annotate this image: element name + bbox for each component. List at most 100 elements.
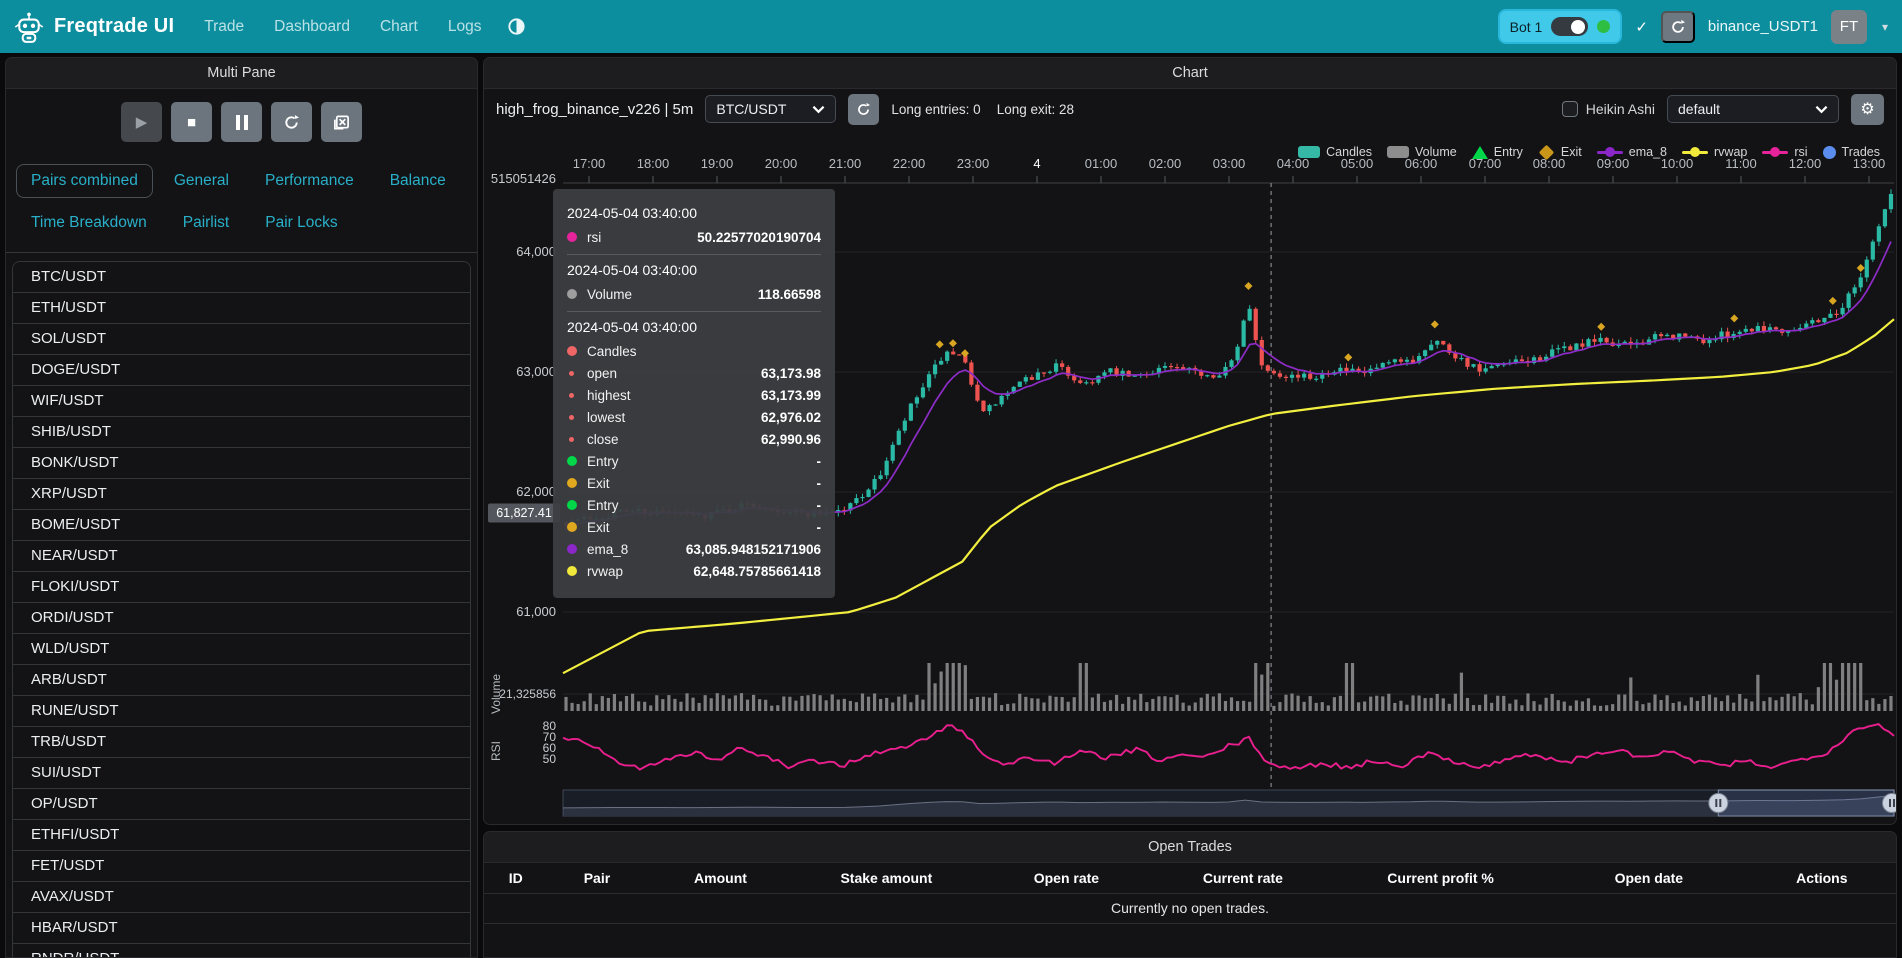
bot-enable-toggle[interactable] xyxy=(1551,17,1589,36)
tooltip-row: highest 63,173.99 xyxy=(567,384,821,406)
legend-item-rvwap[interactable]: rvwap xyxy=(1682,145,1747,159)
pair-list-item[interactable]: ARB/USDT xyxy=(13,665,470,696)
svg-text:11:00: 11:00 xyxy=(1725,156,1757,171)
pair-list-item[interactable]: SHIB/USDT xyxy=(13,417,470,448)
reload-config-button[interactable] xyxy=(271,102,312,142)
plot-config-select[interactable]: default xyxy=(1667,95,1839,123)
pause-button[interactable] xyxy=(221,102,262,142)
gear-icon: ⚙ xyxy=(1860,101,1875,118)
open-trades-header: Open Trades xyxy=(484,832,1896,863)
pair-list-item[interactable]: NEAR/USDT xyxy=(13,541,470,572)
legend-item-exit[interactable]: Exit xyxy=(1538,144,1582,160)
pair-list-item[interactable]: DOGE/USDT xyxy=(13,355,470,386)
pair-list-item[interactable]: BTC/USDT xyxy=(13,262,470,293)
svg-text:60: 60 xyxy=(543,741,557,755)
tooltip-row: rsi 50.22577020190704 xyxy=(567,226,821,248)
chevron-down-icon[interactable]: ▾ xyxy=(1881,19,1888,34)
legend-item-trades[interactable]: Trades xyxy=(1822,145,1880,159)
heikin-ashi-checkbox[interactable] xyxy=(1561,101,1578,117)
pair-list-item[interactable]: ETH/USDT xyxy=(13,293,470,324)
chart-refresh-button[interactable] xyxy=(848,93,880,125)
global-refresh-button[interactable] xyxy=(1660,10,1695,43)
theme-toggle-icon[interactable] xyxy=(507,17,526,36)
pair-list-item[interactable]: XRP/USDT xyxy=(13,479,470,510)
legend-item-volume[interactable]: Volume xyxy=(1387,145,1457,159)
navbar: Freqtrade UI Trade Dashboard Chart Logs Bot… xyxy=(0,0,1902,53)
svg-text:515051426: 515051426 xyxy=(491,171,556,186)
active-bot-name: binance_USDT1 xyxy=(1707,18,1818,35)
legend-item-rsi[interactable]: rsi xyxy=(1762,145,1808,159)
tooltip-date: 2024-05-04 03:40:00 xyxy=(567,319,697,335)
freqtrade-robot-logo-icon xyxy=(14,11,44,43)
pair-list-item[interactable]: WIF/USDT xyxy=(13,386,470,417)
tab-performance[interactable]: Performance xyxy=(264,172,354,189)
sidebar-tabs: Pairs combined General Performance Balance … xyxy=(6,154,477,253)
chart-legend: Candles Volume Entry Exit ema_8 rvwap rsi Trade… xyxy=(1298,144,1880,160)
heikin-ashi-label: Heikin Ashi xyxy=(1585,101,1655,117)
tab-general[interactable]: General xyxy=(173,172,229,189)
tab-pair-locks[interactable]: Pair Locks xyxy=(265,214,338,231)
legend-item-entry[interactable]: Entry xyxy=(1471,145,1523,159)
pair-list-item[interactable]: TRB/USDT xyxy=(13,727,470,758)
pair-list-item[interactable]: HBAR/USDT xyxy=(13,913,470,944)
column-header-open-rate: Open rate xyxy=(1033,870,1100,886)
legend-item-ema_8[interactable]: ema_8 xyxy=(1596,145,1667,159)
bot-selector-badge[interactable]: Bot 1 xyxy=(1497,9,1623,44)
tooltip-row: ema_8 63,085.948152171906 xyxy=(567,538,821,560)
pair-list-item[interactable]: BOME/USDT xyxy=(13,510,470,541)
no-open-trades-message: Currently no open trades. xyxy=(484,893,1896,924)
tooltip-row: open 63,173.98 xyxy=(567,362,821,384)
nav-item-dashboard[interactable]: Dashboard xyxy=(274,17,350,35)
main-nav: Trade Dashboard Chart Logs xyxy=(204,18,481,36)
pair-list-item[interactable]: ORDI/USDT xyxy=(13,603,470,634)
volume-marker-icon xyxy=(1387,146,1410,158)
legend-item-candles[interactable]: Candles xyxy=(1298,145,1372,159)
play-icon: ▶ xyxy=(135,114,148,131)
forget-chart-icon xyxy=(334,115,349,129)
pair-select[interactable]: BTC/USDT xyxy=(705,95,837,123)
svg-text:17:00: 17:00 xyxy=(573,156,606,171)
pair-list-item[interactable]: SOL/USDT xyxy=(13,324,470,355)
play-button[interactable]: ▶ xyxy=(121,102,162,142)
tooltip-section: 2024-05-04 03:40:00 Volume 118.66598 xyxy=(567,254,821,311)
column-header-current-rate: Current rate xyxy=(1202,870,1283,886)
pair-list-item[interactable]: FLOKI/USDT xyxy=(13,572,470,603)
right-column: Chart high_frog_binance_v226 | 5m BTC/US… xyxy=(483,57,1897,958)
pair-list-item[interactable]: FET/USDT xyxy=(13,851,470,882)
chart-body: Candles Volume Entry Exit ema_8 rvwap rsi Trade… xyxy=(484,129,1896,821)
column-header-actions: Actions xyxy=(1796,870,1848,886)
nav-item-logs[interactable]: Logs xyxy=(447,17,482,35)
chart-tooltip: 2024-05-04 03:40:00 rsi 50.22577020190704 2… xyxy=(553,189,835,598)
refresh-icon xyxy=(858,102,871,115)
pair-list-item[interactable]: RNDR/USDT xyxy=(13,944,470,957)
svg-text:01:00: 01:00 xyxy=(1085,156,1118,171)
brand: Freqtrade UI xyxy=(14,11,174,43)
pair-list-item[interactable]: OP/USDT xyxy=(13,789,470,820)
svg-text:13:00: 13:00 xyxy=(1853,156,1886,171)
pair-list-item[interactable]: SUI/USDT xyxy=(13,758,470,789)
pair-list-item[interactable]: AVAX/USDT xyxy=(13,882,470,913)
stop-button[interactable]: ■ xyxy=(171,102,212,142)
plot-settings-button[interactable]: ⚙ xyxy=(1851,93,1884,125)
svg-text:Volume: Volume xyxy=(489,674,503,714)
forget-bot-button[interactable] xyxy=(321,102,362,142)
tooltip-section: 2024-05-04 03:40:00 rsi 50.22577020190704 xyxy=(567,198,821,254)
pair-list-item[interactable]: WLD/USDT xyxy=(13,634,470,665)
svg-text:06:00: 06:00 xyxy=(1405,156,1438,171)
nav-item-trade[interactable]: Trade xyxy=(204,17,245,35)
tooltip-row: lowest 62,976.02 xyxy=(567,406,821,428)
svg-text:63,000: 63,000 xyxy=(516,364,556,379)
nav-item-chart[interactable]: Chart xyxy=(379,17,418,35)
tab-pairs-combined[interactable]: Pairs combined xyxy=(16,164,153,198)
tab-time-breakdown[interactable]: Time Breakdown xyxy=(31,214,147,231)
pair-list-item[interactable]: RUNE/USDT xyxy=(13,696,470,727)
svg-text:61,827.41: 61,827.41 xyxy=(496,506,552,520)
tab-balance[interactable]: Balance xyxy=(389,172,446,189)
strategy-timeframe-label: high_frog_binance_v226 | 5m xyxy=(496,100,694,118)
multi-pane-header: Multi Pane xyxy=(6,58,477,89)
tab-pairlist[interactable]: Pairlist xyxy=(182,214,230,231)
pair-list-item[interactable]: BONK/USDT xyxy=(13,448,470,479)
user-avatar[interactable]: FT xyxy=(1830,9,1867,44)
pair-list-item[interactable]: ETHFI/USDT xyxy=(13,820,470,851)
column-header-amount: Amount xyxy=(694,870,747,886)
